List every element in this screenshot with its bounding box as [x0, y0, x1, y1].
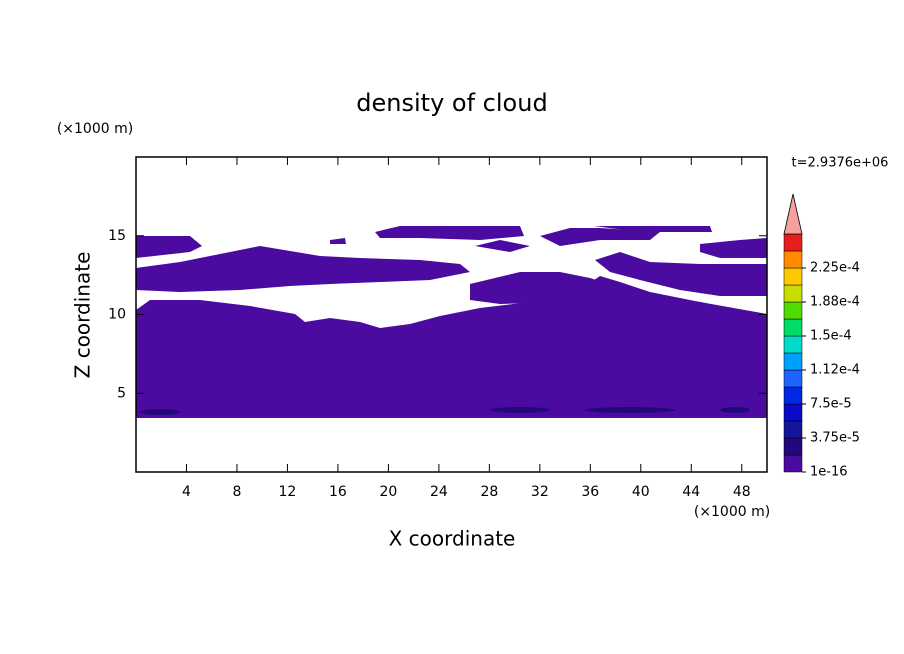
- chart-title: density of cloud: [356, 89, 547, 117]
- y-tick-label: 15: [108, 228, 126, 244]
- cloud-core: [585, 407, 675, 413]
- colorbar-label: 2.25e-4: [810, 261, 860, 276]
- cloud-region: [594, 226, 712, 232]
- colorbar-bin: [783, 403, 803, 422]
- colorbar-arrow: [783, 193, 803, 235]
- cloud-region: [470, 272, 767, 322]
- colorbar-label: 1.12e-4: [810, 363, 860, 378]
- x-tick-label: 32: [531, 484, 549, 500]
- x-tick-label: 4: [182, 484, 191, 500]
- cloud-region: [136, 276, 767, 418]
- colorbar-bin: [783, 369, 803, 388]
- colorbar-bin: [783, 318, 803, 337]
- x-tick-label: 36: [581, 484, 599, 500]
- x-tick-label: 20: [379, 484, 397, 500]
- cloud-core: [140, 409, 180, 415]
- time-label: t=2.9376e+06: [792, 156, 889, 171]
- x-tick-label: 40: [632, 484, 650, 500]
- colorbar-bin: [783, 267, 803, 286]
- cloud-region: [136, 236, 202, 258]
- colorbar-label: 1.5e-4: [810, 329, 852, 344]
- colorbar-bin: [783, 386, 803, 405]
- colorbar-bin: [783, 284, 803, 303]
- cloud-region: [375, 226, 524, 240]
- y-tick-label: 5: [117, 385, 126, 401]
- x-tick-label: 8: [232, 484, 241, 500]
- x-tick-label: 24: [430, 484, 448, 500]
- colorbar-bin: [783, 250, 803, 269]
- x-tick-label: 48: [733, 484, 751, 500]
- colorbar-bin: [783, 233, 803, 252]
- colorbar-bin: [783, 301, 803, 320]
- x-unit: (×1000 m): [694, 504, 770, 520]
- cloud-region: [700, 238, 767, 258]
- colorbar: 1e-16 3.75e-5 7.5e-5 1.12e-4 1.5e-4 1.88e-4 2.…: [783, 193, 860, 480]
- x-tick-label: 12: [279, 484, 297, 500]
- x-tick-label: 44: [682, 484, 700, 500]
- contour-field: [136, 226, 767, 418]
- x-axis-label: X coordinate: [389, 527, 516, 551]
- colorbar-bin: [783, 437, 803, 456]
- cloud-region: [475, 240, 530, 252]
- colorbar-label: 3.75e-5: [810, 431, 860, 446]
- colorbar-bin: [783, 335, 803, 354]
- cloud-region: [136, 246, 470, 292]
- y-tick-label: 10: [108, 307, 126, 323]
- colorbar-label: 1e-16: [810, 465, 848, 480]
- cloud-core: [490, 407, 550, 413]
- colorbar-label: 7.5e-5: [810, 397, 852, 412]
- cloud-region: [595, 252, 767, 296]
- colorbar-bin: [783, 352, 803, 371]
- colorbar-bin: [783, 420, 803, 439]
- cloud-core: [720, 407, 750, 413]
- cloud-region: [330, 238, 346, 244]
- colorbar-bin: [783, 454, 803, 473]
- colorbar-label: 1.88e-4: [810, 295, 860, 310]
- x-tick-label: 16: [329, 484, 347, 500]
- y-axis-label: Z coordinate: [71, 252, 95, 379]
- x-tick-label: 28: [480, 484, 498, 500]
- y-unit: (×1000 m): [57, 121, 133, 137]
- cloud-region: [540, 228, 660, 246]
